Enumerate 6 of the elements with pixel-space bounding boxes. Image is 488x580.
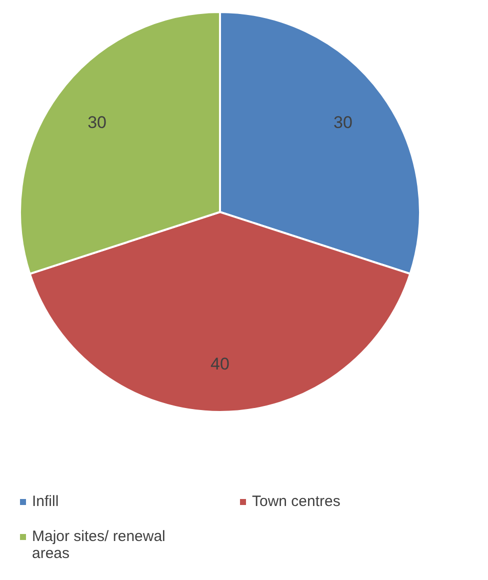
data-label: 30 — [334, 113, 352, 132]
data-label: 40 — [210, 354, 230, 374]
legend-label: Major sites/ renewal areas — [32, 528, 166, 562]
legend-label: Infill — [32, 493, 59, 510]
legend-label: Town centres — [252, 493, 340, 510]
data-label: 30 — [88, 113, 106, 132]
